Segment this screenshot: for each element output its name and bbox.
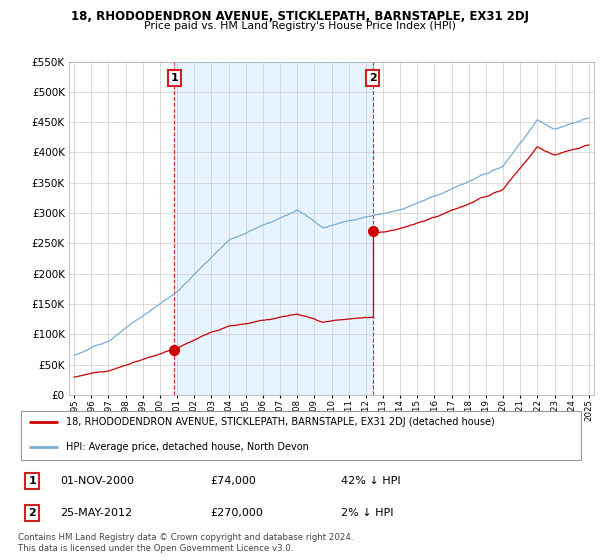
Text: 01-NOV-2000: 01-NOV-2000 bbox=[61, 476, 134, 486]
Text: HPI: Average price, detached house, North Devon: HPI: Average price, detached house, Nort… bbox=[66, 442, 309, 452]
Text: 1: 1 bbox=[28, 476, 36, 486]
Text: £74,000: £74,000 bbox=[211, 476, 257, 486]
Text: 25-MAY-2012: 25-MAY-2012 bbox=[61, 508, 133, 518]
Bar bbox=[174, 62, 373, 395]
Text: 42% ↓ HPI: 42% ↓ HPI bbox=[341, 476, 401, 486]
Text: 2: 2 bbox=[368, 73, 376, 83]
Text: 2: 2 bbox=[28, 508, 36, 518]
Text: 18, RHODODENDRON AVENUE, STICKLEPATH, BARNSTAPLE, EX31 2DJ (detached house): 18, RHODODENDRON AVENUE, STICKLEPATH, BA… bbox=[66, 417, 495, 427]
Text: Contains HM Land Registry data © Crown copyright and database right 2024.
This d: Contains HM Land Registry data © Crown c… bbox=[18, 533, 353, 553]
Text: Price paid vs. HM Land Registry's House Price Index (HPI): Price paid vs. HM Land Registry's House … bbox=[144, 21, 456, 31]
Text: 18, RHODODENDRON AVENUE, STICKLEPATH, BARNSTAPLE, EX31 2DJ: 18, RHODODENDRON AVENUE, STICKLEPATH, BA… bbox=[71, 10, 529, 23]
Text: £270,000: £270,000 bbox=[211, 508, 263, 518]
Text: 1: 1 bbox=[170, 73, 178, 83]
Text: 2% ↓ HPI: 2% ↓ HPI bbox=[341, 508, 394, 518]
FancyBboxPatch shape bbox=[21, 411, 581, 460]
